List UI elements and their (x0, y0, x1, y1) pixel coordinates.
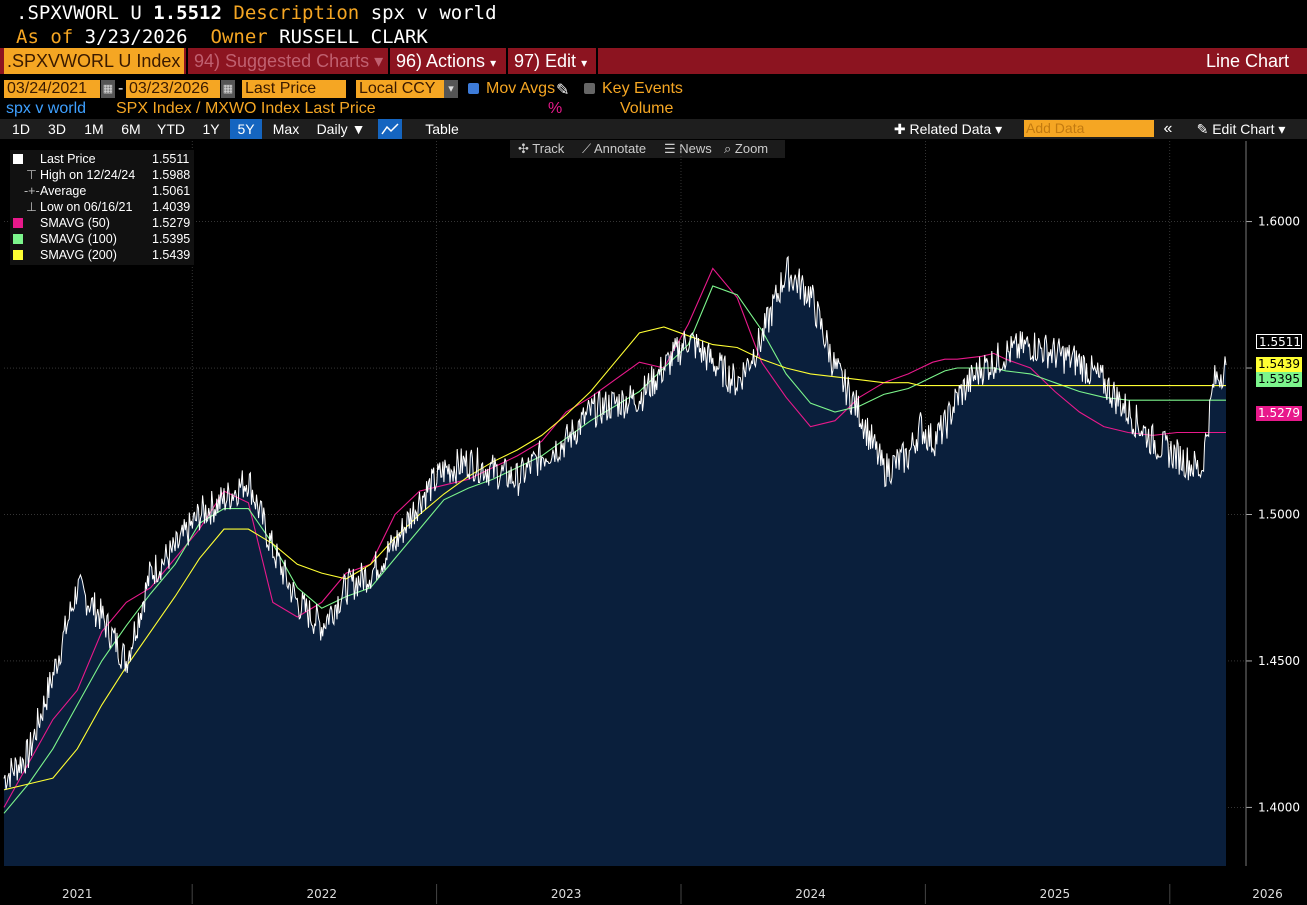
x-tick-label: 2022 (306, 887, 337, 901)
actions-menu[interactable]: 96) Actions ▾ (396, 51, 497, 71)
calendar-icon[interactable]: ▦ (101, 80, 115, 98)
track-tool[interactable]: ✣ Track (518, 141, 565, 156)
field-select[interactable]: Last Price (242, 80, 346, 98)
chevron-down-icon[interactable]: ▾ (444, 80, 458, 98)
mov-avgs-label[interactable]: Mov Avgs (486, 80, 556, 97)
ticker: .SPXVWORL U (16, 2, 142, 24)
sma50-price-label: 1.5279 (1256, 406, 1302, 421)
range-6m[interactable]: 6M (121, 121, 141, 137)
series-line-last-price (3, 255, 1227, 790)
edit-chart-button[interactable]: ✎ Edit Chart ▾ (1196, 121, 1286, 137)
sma100-price-label: 1.5395 (1256, 372, 1302, 387)
x-tick-label: 2026 (1252, 887, 1283, 901)
key-events-label[interactable]: Key Events (602, 80, 683, 97)
series-info: spx v world SPX Index / MXWO Index Last … (0, 100, 1307, 118)
key-events-checkbox[interactable] (584, 83, 595, 94)
range-3d[interactable]: 3D (48, 121, 66, 137)
series-description: SPX Index / MXWO Index Last Price (116, 100, 376, 117)
x-tick-label: 2024 (795, 887, 826, 901)
legend-swatch (13, 250, 23, 260)
series-name: spx v world (6, 100, 87, 117)
mov-avgs-checkbox[interactable] (468, 83, 479, 94)
line-chart-icon[interactable] (378, 119, 402, 139)
date-controls: 03/24/2021 ▦ - 03/23/2026 ▦ Last Price L… (0, 80, 1307, 100)
edit-menu[interactable]: 97) Edit ▾ (514, 51, 588, 71)
y-tick-label: 1.5000 (1258, 507, 1300, 521)
range-1y[interactable]: 1Y (202, 121, 220, 137)
pencil-icon[interactable]: ✎ (556, 82, 570, 99)
x-tick-label: 2025 (1040, 887, 1071, 901)
percent-label: % (548, 100, 563, 117)
chart-tools: ✣ Track ⟋ Annotate ☰ News ⌕ Zoom (510, 140, 785, 158)
range-ytd[interactable]: YTD (157, 121, 185, 137)
annotate-tool[interactable]: ⟋ Annotate (582, 141, 647, 156)
suggested-charts-button[interactable]: 94) Suggested Charts ▾ (194, 51, 384, 71)
volume-label: Volume (620, 100, 674, 117)
range-1m[interactable]: 1M (84, 121, 104, 137)
owner-label: Owner (210, 26, 268, 48)
range-1d[interactable]: 1D (12, 121, 30, 137)
start-date-input[interactable]: 03/24/2021 (4, 80, 100, 98)
chart-type-title: Line Chart (1205, 51, 1289, 71)
as-of-value: 3/23/2026 (84, 26, 188, 48)
x-tick-label: 2021 (62, 887, 93, 901)
x-tick-label: 2023 (551, 887, 582, 901)
function-bar: .SPXVWORL U Index 94) Suggested Charts ▾… (0, 48, 1307, 74)
news-tool[interactable]: ☰ News (664, 141, 712, 156)
chart-legend: Last Price 1.5511 ⊤ High on 12/24/24 1.598… (10, 150, 194, 265)
range-max[interactable]: Max (272, 121, 300, 137)
range-toolbar: 1D 3D 1M 6M YTD 1Y 5Y Max Daily ▼ Table … (0, 119, 1307, 139)
related-data-button[interactable]: ✚ Related Data ▾ (893, 121, 1003, 137)
legend-swatch (13, 234, 23, 244)
add-data-input[interactable]: Add Data (1024, 120, 1154, 137)
zoom-tool[interactable]: ⌕ Zoom (724, 141, 769, 156)
y-tick-label: 1.4500 (1258, 654, 1300, 668)
owner-value: RUSSELL CLARK (279, 26, 428, 48)
series-line-smavg-200 (3, 326, 1226, 791)
header-line-1: .SPXVWORL U 1.5512 Description spx v wor… (16, 2, 497, 24)
currency-select[interactable]: Local CCY (356, 80, 444, 98)
as-of-label: As of (16, 26, 74, 48)
table-button[interactable]: Table (425, 121, 459, 137)
last-price: 1.5512 (153, 2, 222, 24)
sma200-price-label: 1.5439 (1256, 357, 1302, 372)
security-field[interactable]: .SPXVWORL U Index (4, 48, 184, 74)
price-area-fill (4, 256, 1226, 866)
legend-swatch (13, 154, 23, 164)
y-tick-label: 1.6000 (1258, 215, 1300, 229)
last-price-label: 1.5511 (1256, 334, 1302, 349)
y-tick-label: 1.4000 (1258, 800, 1300, 814)
calendar-icon[interactable]: ▦ (221, 80, 235, 98)
description-label: Description (233, 2, 360, 24)
header-line-2: As of 3/23/2026 Owner RUSSELL CLARK (16, 26, 428, 48)
period-select[interactable]: Daily ▼ (316, 121, 366, 137)
description-value: spx v world (370, 2, 497, 24)
legend-swatch (13, 218, 23, 228)
range-5y[interactable]: 5Y (230, 119, 262, 139)
end-date-input[interactable]: 03/23/2026 (126, 80, 220, 98)
collapse-icon[interactable]: « (1163, 120, 1173, 137)
